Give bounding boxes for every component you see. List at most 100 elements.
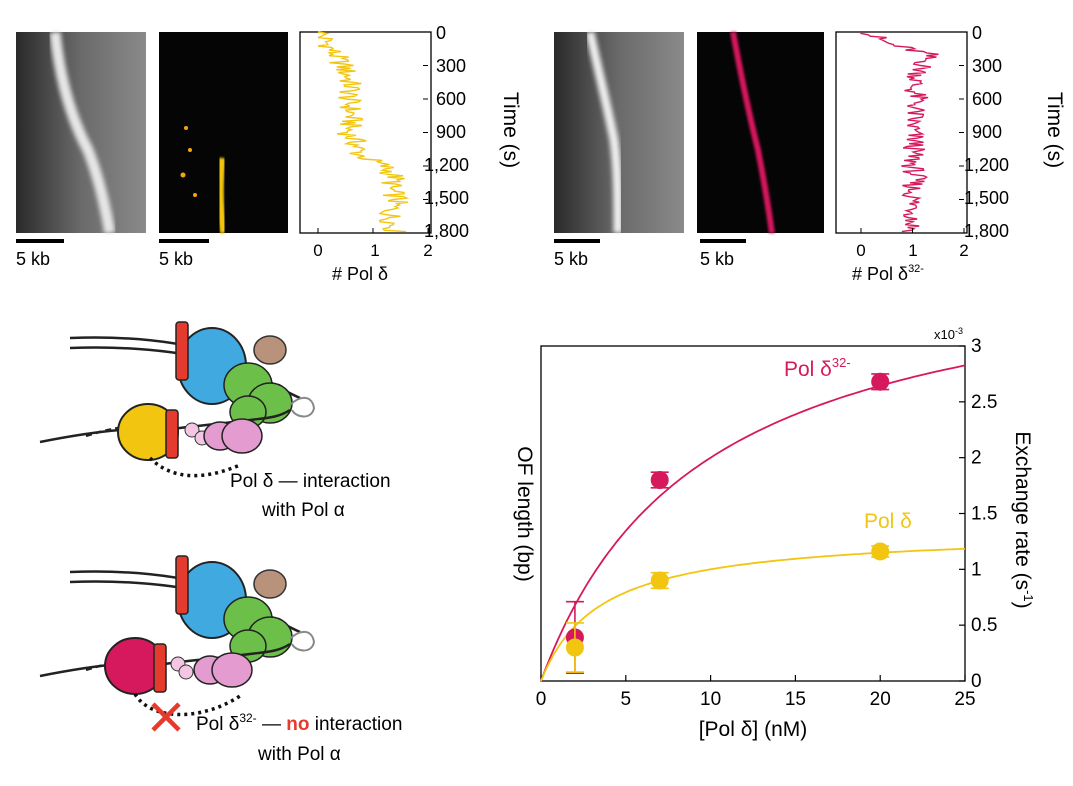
data-point xyxy=(650,571,669,590)
trace-frame xyxy=(835,31,968,234)
x-axis-label: [Pol δ] (nM) xyxy=(699,718,808,741)
count-trace-line xyxy=(860,32,939,233)
schematic-caption: Pol δ — interaction xyxy=(230,471,391,492)
y-tick-label: 0.5 xyxy=(971,615,997,636)
x-tick-label: 0 xyxy=(536,689,547,710)
data-point xyxy=(565,638,584,657)
pol-delta32-kymograph xyxy=(697,32,824,233)
fluorescence-speck xyxy=(180,172,186,178)
time-axis-label: Time (s) xyxy=(1043,92,1066,168)
dna-stain-band xyxy=(49,31,116,234)
fit-curve xyxy=(540,364,966,682)
x-tick-label: 15 xyxy=(785,689,806,710)
dna-strand xyxy=(39,428,121,444)
schematic-caption: with Pol α xyxy=(257,744,341,765)
x-tick-label: 0 xyxy=(313,241,322,260)
fit-curves xyxy=(540,364,966,682)
series-label-pol-delta32: Pol δ32- xyxy=(784,355,851,381)
trace-frame xyxy=(299,31,432,234)
y-tick-label: 1.5 xyxy=(971,504,997,525)
scale-bar-label: 5 kb xyxy=(159,249,193,269)
red-clamp xyxy=(175,555,189,615)
pink-bead xyxy=(178,664,194,680)
pol-delta-count-trace xyxy=(317,31,429,234)
x-tick-label: 2 xyxy=(423,241,432,260)
fit-curve xyxy=(540,547,966,682)
red-clamp xyxy=(165,409,179,459)
time-tick-label: 1,500 xyxy=(424,188,469,208)
time-axis-label: Time (s) xyxy=(499,92,522,168)
pol-delta32-count-trace xyxy=(860,31,965,234)
dna-loop xyxy=(289,630,316,652)
pink-subunit xyxy=(211,652,253,688)
y-axis-label-left: OF length (bp) xyxy=(513,446,536,581)
time-tick-label: 0 xyxy=(436,23,446,43)
time-tick-labels: 0 300 600 900 1,200 1,500 1,800 xyxy=(424,23,469,241)
y-axis-label-right: Exchange rate (s-1) xyxy=(1011,431,1036,608)
replisome-schematic-with-interaction: Pol δ — interaction with Pol α xyxy=(39,321,391,521)
schematic-caption: Pol δ32- — no interaction xyxy=(196,711,402,735)
fluorescence-speck xyxy=(193,193,197,197)
time-tick-label: 300 xyxy=(972,56,1002,76)
y-multiplier: x10-3 xyxy=(934,326,963,342)
x-tick-label: 10 xyxy=(700,689,721,710)
pink-bead xyxy=(184,422,200,438)
count-trace-line xyxy=(317,31,410,233)
pol-delta32-track xyxy=(730,31,775,234)
y-tick-label: 3 xyxy=(971,336,982,357)
time-tick-label: 1,200 xyxy=(424,155,469,175)
x-tick-label: 20 xyxy=(870,689,891,710)
interaction-link xyxy=(148,456,241,478)
red-clamp xyxy=(175,321,189,381)
dna-loop xyxy=(289,396,316,418)
time-tick-label: 600 xyxy=(436,89,466,109)
tan-subunit xyxy=(253,569,287,599)
trace-x-axis-label: # Pol δ32- xyxy=(852,263,924,284)
time-tick-labels: 0 300 600 900 1,200 1,500 1,800 xyxy=(964,23,1009,241)
dna-stain-band xyxy=(585,31,623,234)
data-point xyxy=(871,542,890,561)
y-tick-label: 1 xyxy=(971,559,982,580)
time-tick-label: 600 xyxy=(972,89,1002,109)
time-tick-label: 1,500 xyxy=(964,188,1009,208)
x-tick-label: 1 xyxy=(908,241,917,260)
scale-bar-label: 5 kb xyxy=(554,249,588,269)
fluorescence-speck xyxy=(184,126,188,130)
tan-subunit xyxy=(253,335,287,365)
x-tick-label: 25 xyxy=(954,689,975,710)
time-tick-label: 0 xyxy=(972,23,982,43)
kymograph-group-right: 5 kb 5 kb 0 1 2 # Pol δ32- 0 300 600 900… xyxy=(554,23,1066,284)
time-tick-label: 900 xyxy=(972,122,1002,142)
y-tick-label: 2.5 xyxy=(971,392,997,413)
time-tick-label: 1,800 xyxy=(424,221,469,241)
scale-bar-label: 5 kb xyxy=(16,249,50,269)
replisome-schematic-no-interaction: Pol δ32- — no interaction with Pol α xyxy=(39,555,402,765)
data-points xyxy=(565,372,890,674)
time-tick-label: 1,800 xyxy=(964,221,1009,241)
pink-subunit xyxy=(221,418,263,454)
x-tick-label: 1 xyxy=(370,241,379,260)
time-tick-label: 1,200 xyxy=(964,155,1009,175)
x-tick-label: 2 xyxy=(959,241,968,260)
data-point xyxy=(871,372,890,391)
kymograph-group-left: 5 kb 5 kb 0 1 2 # Pol δ 0 300 600 900 1,… xyxy=(16,23,522,284)
y-tick-label: 0 xyxy=(971,671,982,692)
fluorescence-speck xyxy=(188,148,192,152)
data-point xyxy=(650,471,669,489)
x-tick-label: 5 xyxy=(621,689,632,710)
scale-bar-label: 5 kb xyxy=(700,249,734,269)
red-clamp xyxy=(153,643,167,693)
series-label-pol-delta: Pol δ xyxy=(864,510,912,533)
y-tick-label: 2 xyxy=(971,448,982,469)
interaction-link xyxy=(133,693,241,717)
time-tick-label: 900 xyxy=(436,122,466,142)
x-tick-label: 0 xyxy=(856,241,865,260)
pol-delta-track xyxy=(216,157,228,234)
time-tick-label: 300 xyxy=(436,56,466,76)
plot-frame xyxy=(540,345,966,682)
schematic-caption: with Pol α xyxy=(261,500,345,521)
dna-strand xyxy=(85,426,119,438)
